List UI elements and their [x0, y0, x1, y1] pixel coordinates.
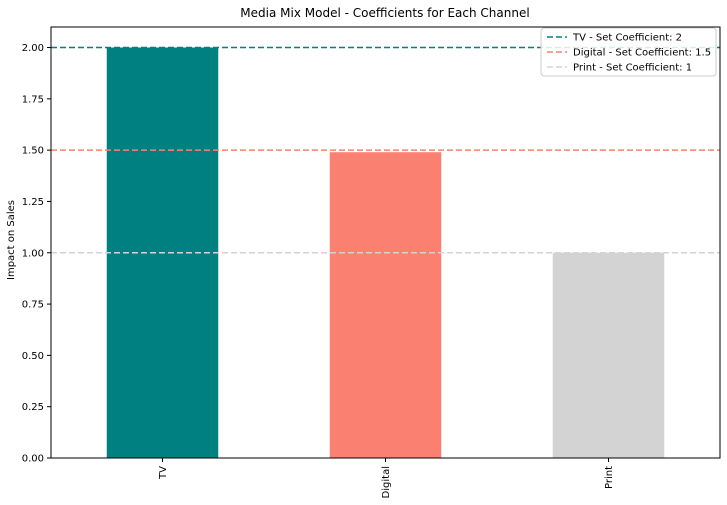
- y-tick-label: 0.25: [22, 402, 44, 413]
- bar-digital: [329, 152, 442, 458]
- bar-print: [552, 252, 665, 458]
- y-tick-label: 0.00: [22, 454, 44, 465]
- plot-area: [50, 26, 721, 459]
- y-tick-label: 1.50: [22, 146, 44, 157]
- y-tick-label: 1.00: [22, 248, 44, 259]
- y-tick-label: 1.75: [22, 94, 44, 105]
- y-tick-label: 0.50: [22, 351, 44, 362]
- x-tick-label-digital: Digital: [381, 466, 392, 498]
- y-tick-label: 1.25: [22, 197, 44, 208]
- x-axis-ticks: TV Digital Print: [158, 458, 615, 498]
- x-tick-label-print: Print: [604, 466, 615, 489]
- legend-label-2: Print - Set Coefficient: 1: [573, 63, 692, 74]
- y-tick-label: 2.00: [22, 43, 44, 54]
- y-axis-label: Impact on Sales: [6, 200, 17, 280]
- chart-title: Media Mix Model - Coefficients for Each …: [240, 6, 529, 20]
- legend: TV - Set Coefficient: 2 Digital - Set Coe…: [540, 27, 717, 77]
- legend-label-1: Digital - Set Coefficient: 1.5: [573, 48, 711, 59]
- y-tick-label: 0.75: [22, 300, 44, 311]
- legend-box: [540, 27, 717, 77]
- legend-label-0: TV - Set Coefficient: 2: [572, 33, 682, 44]
- x-tick-label-tv: TV: [158, 466, 169, 480]
- y-axis-ticks: 0.00 0.25 0.50 0.75 1.00 1.25 1.50 1.75 2.00: [22, 43, 51, 465]
